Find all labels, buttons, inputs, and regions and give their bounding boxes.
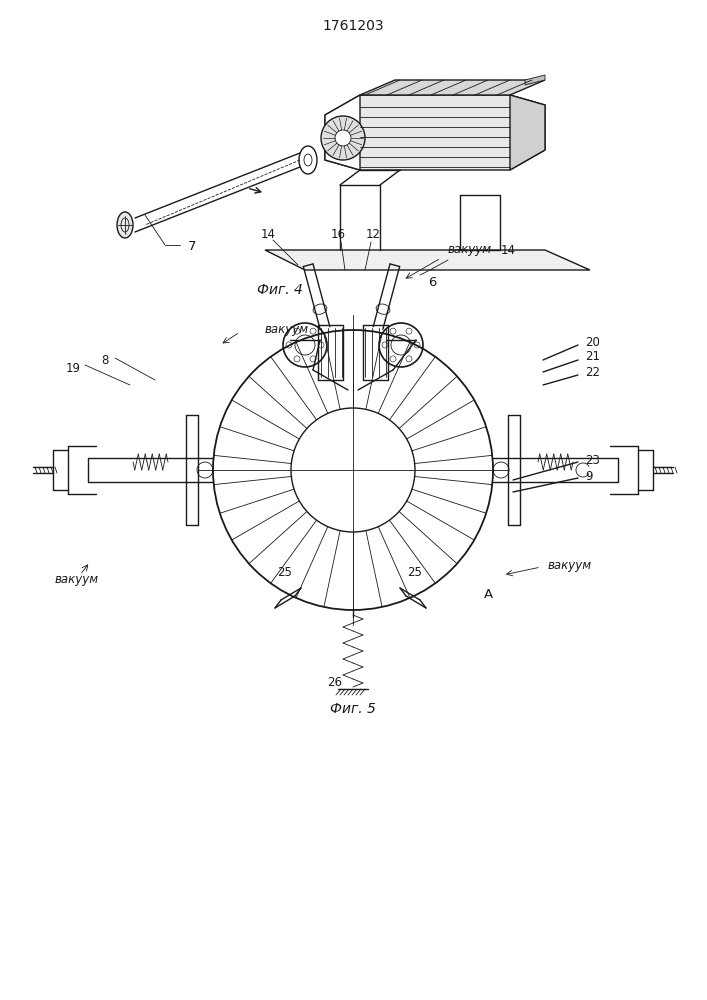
- Text: 20: 20: [585, 336, 600, 349]
- Text: 25: 25: [407, 566, 423, 578]
- Ellipse shape: [299, 146, 317, 174]
- Text: 25: 25: [278, 566, 293, 578]
- Text: 14: 14: [260, 229, 276, 241]
- Ellipse shape: [117, 212, 133, 238]
- Text: вакуум: вакуум: [448, 243, 492, 256]
- Polygon shape: [325, 95, 545, 170]
- Text: 19: 19: [66, 361, 81, 374]
- Text: 16: 16: [330, 229, 346, 241]
- Text: 14: 14: [501, 243, 515, 256]
- Text: 7: 7: [188, 240, 197, 253]
- Text: Фиг. 5: Фиг. 5: [330, 702, 376, 716]
- Text: 26: 26: [327, 676, 342, 688]
- Text: вакуум: вакуум: [548, 558, 592, 572]
- Text: 21: 21: [585, 351, 600, 363]
- Text: вакуум: вакуум: [265, 324, 309, 336]
- Polygon shape: [265, 250, 590, 270]
- Text: A: A: [484, 588, 493, 601]
- Polygon shape: [525, 75, 545, 85]
- Polygon shape: [510, 95, 545, 170]
- Polygon shape: [325, 95, 360, 170]
- Text: 23: 23: [585, 454, 600, 466]
- Circle shape: [335, 130, 351, 146]
- Text: 6: 6: [428, 275, 436, 288]
- Text: 1761203: 1761203: [322, 19, 384, 33]
- Text: 8: 8: [101, 354, 109, 366]
- Text: вакуум: вакуум: [55, 574, 99, 586]
- Polygon shape: [360, 80, 545, 95]
- Text: 12: 12: [366, 229, 380, 241]
- Text: Фиг. 4: Фиг. 4: [257, 283, 303, 297]
- Text: 22: 22: [585, 365, 600, 378]
- Circle shape: [321, 116, 365, 160]
- Text: 9: 9: [585, 470, 592, 483]
